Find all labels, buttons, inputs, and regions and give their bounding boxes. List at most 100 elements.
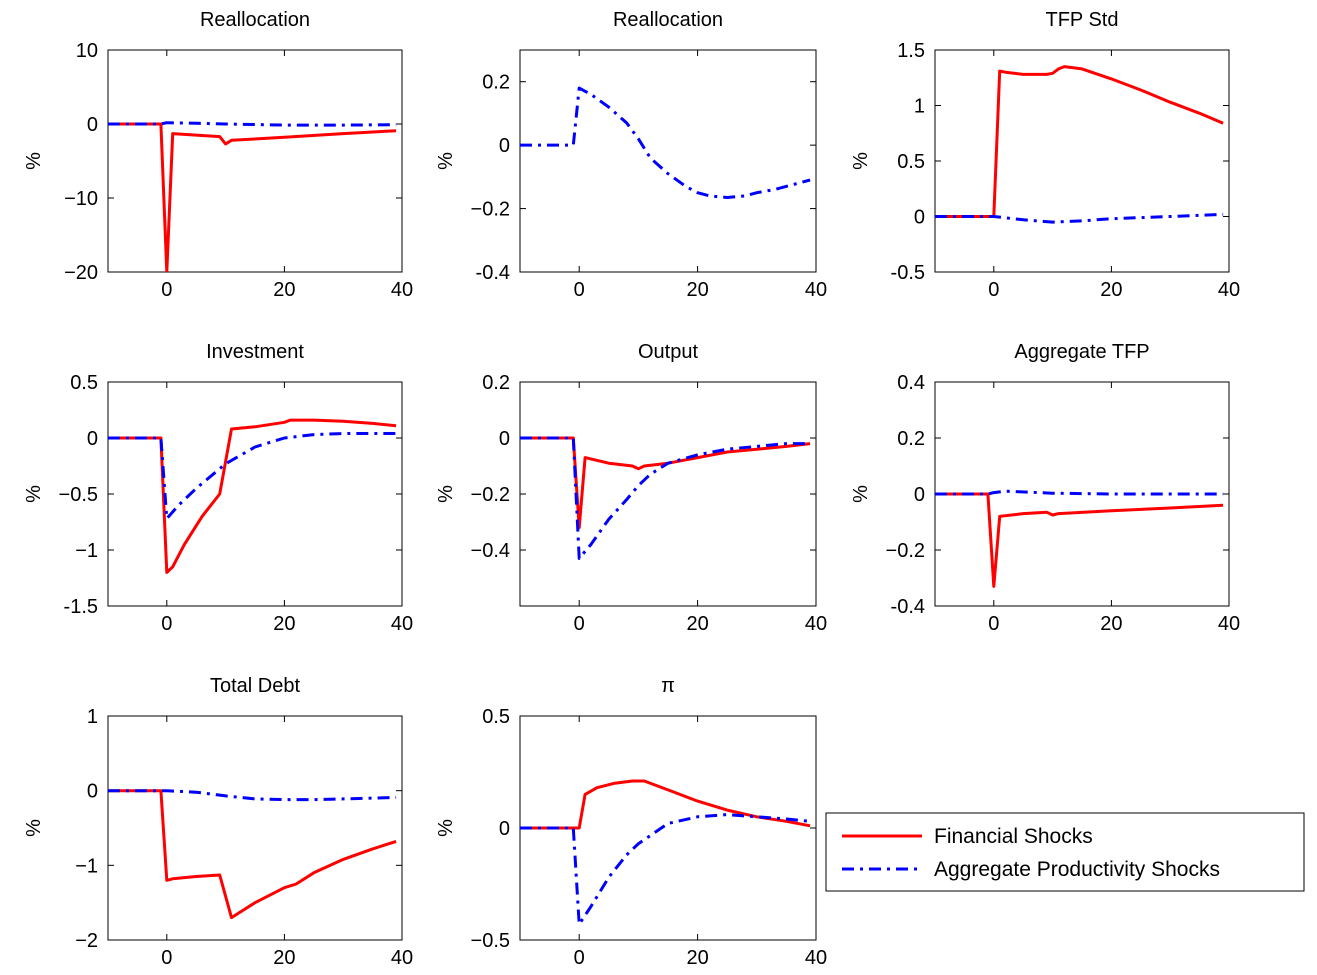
x-tick-label: 0: [988, 279, 999, 301]
x-tick-label: 0: [574, 279, 585, 301]
subplot-title: TFP Std: [1046, 9, 1119, 31]
y-axis-label: %: [23, 485, 45, 503]
productivity-shocks-line: [935, 489, 1224, 496]
y-tick-label: 10: [76, 40, 98, 62]
legend-label: Financial Shocks: [934, 825, 1093, 848]
legend-box: [825, 812, 1305, 892]
x-tick-label: 40: [1218, 279, 1240, 301]
x-tick-label: 0: [574, 613, 585, 635]
y-tick-label: 0.5: [482, 706, 510, 728]
y-tick-label: 0.2: [897, 428, 925, 450]
subplot-5: 0 20 40 −0.4 −0.2 0 0.2 Output%: [435, 341, 827, 635]
x-tick-label: 40: [391, 613, 413, 635]
subplot-title: Output: [638, 341, 698, 363]
financial-shocks-line: [520, 436, 811, 530]
axes-box: [519, 49, 817, 273]
subplot-2: 0 20 40 -0.4 −0.2 0 0.2 Reallocation%: [435, 9, 827, 301]
x-tick-label: 20: [1100, 613, 1122, 635]
productivity-shocks-line: [108, 789, 397, 802]
x-tick-label: 40: [1218, 613, 1240, 635]
x-tick-label: 20: [273, 947, 295, 969]
y-tick-label: 0: [87, 781, 98, 803]
productivity-shocks-line: [108, 121, 397, 127]
y-tick-label: −0.2: [471, 484, 510, 506]
productivity-shocks-line: [520, 86, 811, 199]
subplot-title: π: [661, 675, 675, 697]
y-tick-label: 0: [499, 818, 510, 840]
financial-shocks-line: [108, 789, 397, 920]
y-tick-label: −1: [75, 540, 98, 562]
x-tick-label: 0: [161, 279, 172, 301]
subplot-7: 0 20 40 −2 −1 0 1 Total Debt%: [23, 675, 413, 969]
x-tick-label: 40: [805, 947, 827, 969]
y-tick-label: 1.5: [897, 40, 925, 62]
productivity-shocks-line: [108, 432, 397, 521]
y-tick-label: −0.2: [886, 540, 925, 562]
productivity-shocks-line: [935, 212, 1224, 224]
x-tick-label: 0: [988, 613, 999, 635]
y-tick-label: 0.2: [482, 372, 510, 394]
subplot-3: 0 20 40 -0.5 0 0.5 1 1.5 TFP Std%: [850, 9, 1240, 301]
y-tick-label: 0: [87, 114, 98, 136]
subplot-title: Reallocation: [613, 9, 723, 31]
y-tick-label: 0.5: [70, 372, 98, 394]
axes-box: [107, 715, 403, 941]
y-tick-label: 0: [87, 428, 98, 450]
financial-shocks-line: [935, 492, 1224, 588]
subplot-4: 0 20 40 -1.5 −1 −0.5 0 0.5 Investment%: [23, 341, 413, 635]
x-tick-label: 0: [574, 947, 585, 969]
financial-shocks-line: [108, 122, 397, 272]
subplot-8: 0 20 40 −0.5 0 0.5 π%: [435, 675, 827, 969]
y-axis-label: %: [23, 152, 45, 170]
x-tick-label: 40: [805, 279, 827, 301]
y-tick-label: −0.4: [471, 540, 510, 562]
financial-shocks-line: [520, 779, 811, 830]
productivity-shocks-line: [520, 813, 811, 926]
axes-box: [934, 49, 1230, 273]
subplot-title: Total Debt: [210, 675, 300, 697]
y-tick-label: −1: [75, 855, 98, 877]
y-axis-label: %: [23, 819, 45, 837]
x-tick-label: 40: [391, 279, 413, 301]
financial-shocks-line: [108, 418, 397, 574]
axes-box: [519, 381, 817, 607]
y-tick-label: 1: [87, 706, 98, 728]
subplot-title: Reallocation: [200, 9, 310, 31]
productivity-shocks-line: [520, 436, 811, 560]
y-tick-label: 0: [499, 428, 510, 450]
legend: Financial Shocks Aggregate Productivity S…: [825, 812, 1305, 892]
x-tick-label: 0: [161, 947, 172, 969]
subplot-title: Investment: [206, 341, 304, 363]
subplot-6: 0 20 40 -0.4 −0.2 0 0.2 0.4 Aggregate TFP%: [850, 341, 1240, 635]
x-tick-label: 20: [1100, 279, 1122, 301]
subplot-title: Aggregate TFP: [1014, 341, 1149, 363]
y-tick-label: −0.5: [471, 930, 510, 952]
y-tick-label: 0.2: [482, 72, 510, 94]
y-axis-label: %: [850, 152, 872, 170]
y-tick-label: 0.4: [897, 372, 925, 394]
subplot-1: 0 20 40 −20 −10 0 10 Reallocation%: [23, 9, 413, 301]
y-tick-label: 1: [914, 96, 925, 118]
y-axis-label: %: [435, 819, 457, 837]
x-tick-label: 20: [273, 279, 295, 301]
financial-shocks-line: [935, 65, 1224, 218]
x-tick-label: 20: [686, 947, 708, 969]
y-tick-label: 0: [914, 484, 925, 506]
axes-box: [107, 49, 403, 273]
x-tick-label: 0: [161, 613, 172, 635]
y-tick-label: 0: [914, 207, 925, 229]
y-tick-label: -1.5: [64, 596, 98, 618]
y-axis-label: %: [435, 485, 457, 503]
x-tick-label: 20: [686, 279, 708, 301]
y-axis-label: %: [435, 152, 457, 170]
y-tick-label: -0.4: [476, 262, 510, 284]
legend-label: Aggregate Productivity Shocks: [934, 858, 1220, 881]
y-tick-label: −10: [64, 188, 98, 210]
y-tick-label: −0.5: [59, 484, 98, 506]
y-tick-label: 0: [499, 135, 510, 157]
y-tick-label: 0.5: [897, 151, 925, 173]
x-tick-label: 20: [686, 613, 708, 635]
x-tick-label: 20: [273, 613, 295, 635]
x-tick-label: 40: [805, 613, 827, 635]
